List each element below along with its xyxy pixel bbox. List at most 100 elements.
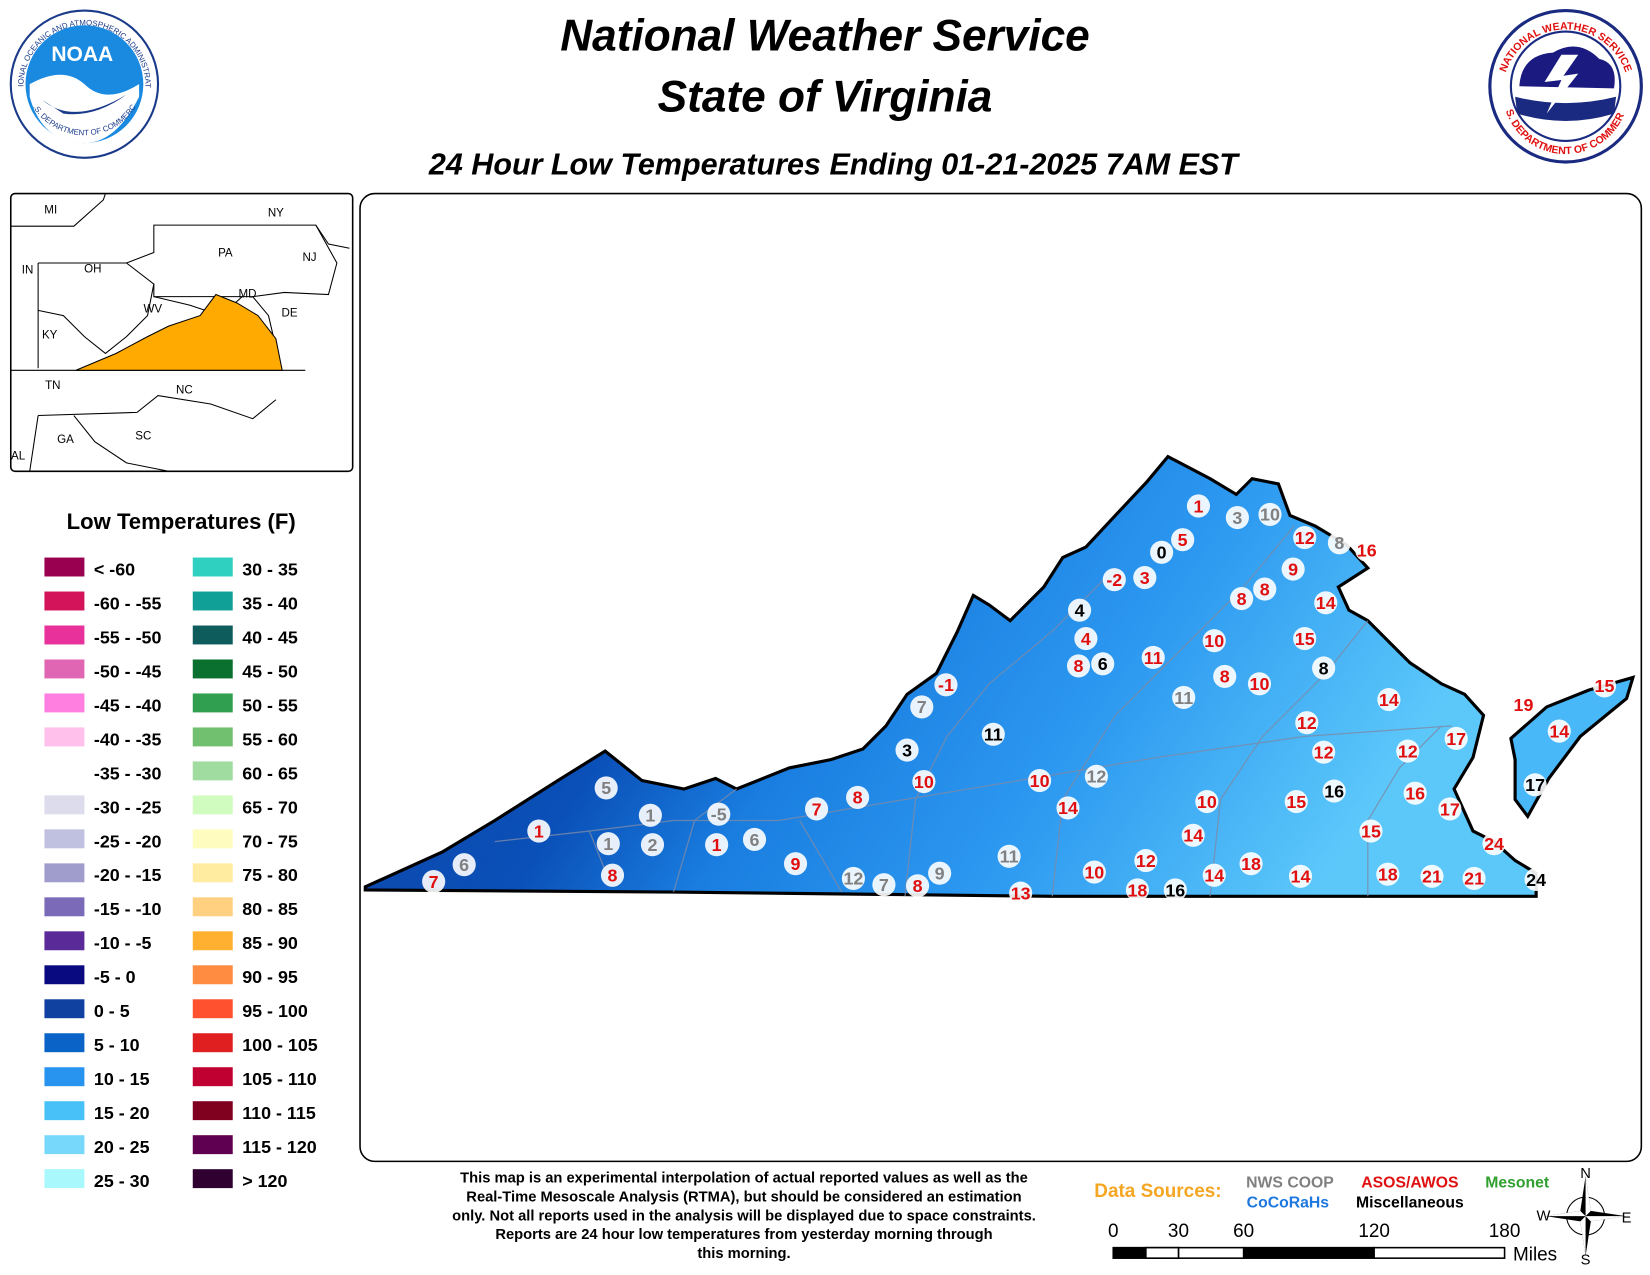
scale-segment bbox=[1242, 1246, 1375, 1259]
legend-label: 70 - 75 bbox=[242, 831, 298, 851]
legend-swatch bbox=[192, 557, 233, 577]
station-marker bbox=[452, 853, 476, 877]
station-marker bbox=[910, 695, 934, 719]
station-marker bbox=[1482, 832, 1506, 856]
station-marker bbox=[1355, 538, 1379, 562]
station-marker bbox=[1247, 672, 1272, 696]
station-marker bbox=[1172, 685, 1196, 710]
station-marker bbox=[1281, 557, 1305, 581]
legend-label: -50 - -45 bbox=[94, 661, 162, 681]
legend-swatch bbox=[44, 1067, 85, 1087]
station-marker bbox=[1288, 864, 1313, 888]
station-marker bbox=[1084, 764, 1108, 788]
compass-label: N bbox=[1580, 1166, 1591, 1182]
station-marker bbox=[1028, 768, 1052, 793]
station-marker bbox=[1312, 740, 1336, 764]
legend-label: 20 - 25 bbox=[94, 1137, 150, 1157]
station-value: 8 bbox=[1074, 656, 1084, 676]
station-marker bbox=[705, 833, 729, 857]
station-marker bbox=[1438, 797, 1462, 821]
inset-state-label: AL bbox=[11, 451, 26, 463]
legend-label: -25 - -20 bbox=[94, 831, 162, 851]
station-value: 12 bbox=[1086, 767, 1106, 787]
inset-state-label: WV bbox=[143, 303, 162, 315]
station-marker bbox=[1547, 719, 1571, 743]
subtitle: 24 Hour Low Temperatures Ending 01-21-20… bbox=[428, 148, 1240, 182]
station-value: 11 bbox=[1174, 688, 1193, 708]
compass-label: E bbox=[1622, 1210, 1632, 1226]
legend-label: 80 - 85 bbox=[242, 899, 298, 919]
legend-swatch bbox=[192, 659, 233, 679]
station-marker bbox=[1295, 711, 1319, 735]
station-value: 5 bbox=[601, 778, 611, 798]
station-value: 8 bbox=[913, 876, 923, 896]
station-marker bbox=[895, 738, 919, 762]
station-marker bbox=[1230, 587, 1254, 611]
title: State of Virginia bbox=[658, 73, 993, 122]
station-value: 0 bbox=[1157, 543, 1167, 563]
legend-swatch bbox=[44, 931, 85, 951]
station-marker bbox=[1293, 626, 1317, 651]
legend-swatch bbox=[192, 1135, 233, 1155]
station-value: 17 bbox=[1440, 799, 1460, 819]
station-marker bbox=[1202, 629, 1226, 653]
station-value: 10 bbox=[1197, 792, 1217, 812]
data-sources: Data Sources: NWS COOP ASOS/AWOS Mesonet Co… bbox=[1094, 1175, 1550, 1212]
station-value: 12 bbox=[1295, 528, 1315, 548]
station-value: 7 bbox=[879, 875, 889, 895]
compass-label: W bbox=[1537, 1208, 1551, 1224]
disclaimer: This map is an experimental interpolatio… bbox=[452, 1170, 1036, 1262]
legend-title: Low Temperatures (F) bbox=[67, 509, 296, 534]
station-marker bbox=[1133, 565, 1157, 590]
station-marker bbox=[1202, 863, 1226, 887]
station-marker bbox=[1068, 598, 1092, 622]
station-value: 3 bbox=[902, 740, 912, 760]
inset-state-label: DE bbox=[282, 308, 298, 320]
legend-swatch bbox=[44, 1169, 85, 1189]
station-value: 24 bbox=[1484, 834, 1504, 854]
legend-swatch bbox=[192, 863, 233, 883]
station-value: 15 bbox=[1361, 821, 1381, 841]
legend-swatch bbox=[44, 1033, 85, 1053]
legend-label: 10 - 15 bbox=[94, 1069, 150, 1089]
station-value: 8 bbox=[1237, 589, 1247, 609]
station-value: 12 bbox=[1314, 742, 1334, 762]
legend-swatch bbox=[192, 761, 233, 781]
legend-swatch bbox=[44, 761, 85, 781]
station-value: 8 bbox=[853, 788, 863, 808]
disclaimer-line: Real-Time Mesoscale Analysis (RTMA), but… bbox=[466, 1189, 1021, 1205]
disclaimer-line: this morning. bbox=[697, 1246, 790, 1262]
station-value: 10 bbox=[1260, 505, 1280, 525]
scale-label: 30 bbox=[1168, 1221, 1189, 1242]
station-marker bbox=[934, 673, 958, 697]
inset-state-label: MD bbox=[238, 289, 256, 301]
legend-label: 65 - 70 bbox=[242, 797, 298, 817]
station-value: 12 bbox=[1136, 851, 1156, 871]
legend-label: 85 - 90 bbox=[242, 933, 298, 953]
legend-swatch bbox=[192, 1169, 233, 1189]
inset-state-label: OH bbox=[84, 263, 101, 275]
legend-swatch bbox=[44, 897, 85, 917]
station-value: 5 bbox=[1178, 530, 1188, 550]
station-value: 11 bbox=[1000, 847, 1019, 867]
station-value: 14 bbox=[1183, 826, 1203, 846]
scale-segment bbox=[1373, 1246, 1506, 1259]
legend-label: 45 - 50 bbox=[242, 661, 298, 681]
source-name: NWS COOP bbox=[1246, 1175, 1334, 1192]
station-value: 17 bbox=[1446, 729, 1466, 749]
station-marker bbox=[997, 844, 1021, 868]
legend-swatch bbox=[192, 1033, 233, 1053]
station-value: 3 bbox=[1232, 508, 1242, 528]
station-marker bbox=[1141, 645, 1165, 670]
legend-label: 15 - 20 bbox=[94, 1103, 150, 1123]
station-value: 2 bbox=[647, 835, 657, 855]
station-marker bbox=[1134, 848, 1158, 873]
compass-label: S bbox=[1581, 1252, 1591, 1268]
station-value: 14 bbox=[1379, 690, 1399, 710]
legend-swatch bbox=[44, 829, 85, 849]
station-value: 16 bbox=[1324, 781, 1344, 801]
scale-segment bbox=[1177, 1246, 1245, 1259]
legend-label: -40 - -35 bbox=[94, 729, 162, 749]
station-marker bbox=[783, 852, 808, 876]
station-marker bbox=[1181, 823, 1205, 847]
